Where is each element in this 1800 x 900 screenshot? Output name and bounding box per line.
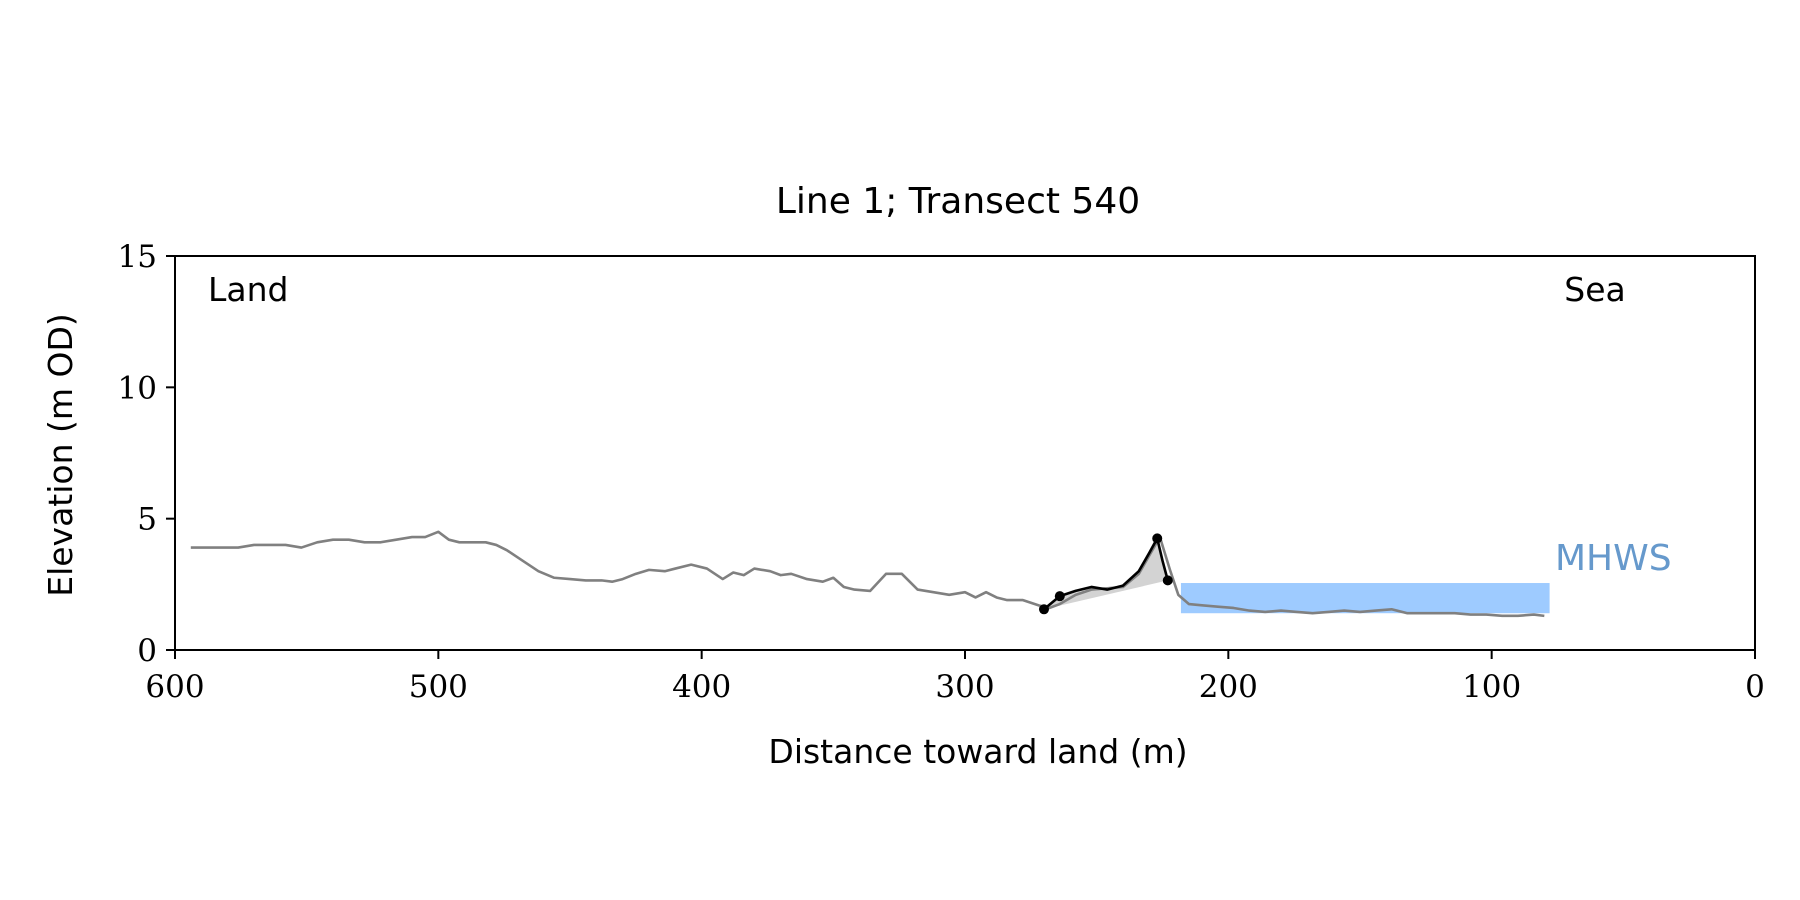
x-axis-label: Distance toward land (m) xyxy=(768,732,1187,771)
dune-marker xyxy=(1039,604,1049,615)
sea-label: Sea xyxy=(1564,270,1625,309)
x-tick-label: 200 xyxy=(1199,669,1258,705)
dune-marker xyxy=(1054,591,1065,602)
profile-line xyxy=(190,530,1545,618)
mhws-label: MHWS xyxy=(1555,538,1672,579)
y-tick-label: 0 xyxy=(137,633,157,669)
x-tick-label: 100 xyxy=(1462,669,1521,705)
x-tick-label: 400 xyxy=(672,669,731,705)
x-tick-label: 0 xyxy=(1745,669,1765,705)
y-tick-label: 5 xyxy=(137,502,157,538)
dune-marker xyxy=(1162,575,1173,586)
x-tick-label: 300 xyxy=(935,669,994,705)
x-tick-label: 500 xyxy=(409,669,468,705)
y-tick-label: 15 xyxy=(118,239,157,275)
plot-area: 600 500 400 300 200 100 0 0 5 10 15 xyxy=(118,239,1765,705)
dune-line xyxy=(1043,537,1170,611)
y-axis-label: Elevation (m OD) xyxy=(41,313,80,597)
dune-marker xyxy=(1152,533,1163,544)
land-label: Land xyxy=(208,270,288,309)
x-tick-label: 600 xyxy=(145,669,204,705)
chart-title: Line 1; Transect 540 xyxy=(776,181,1140,222)
y-tick-label: 10 xyxy=(118,370,157,406)
